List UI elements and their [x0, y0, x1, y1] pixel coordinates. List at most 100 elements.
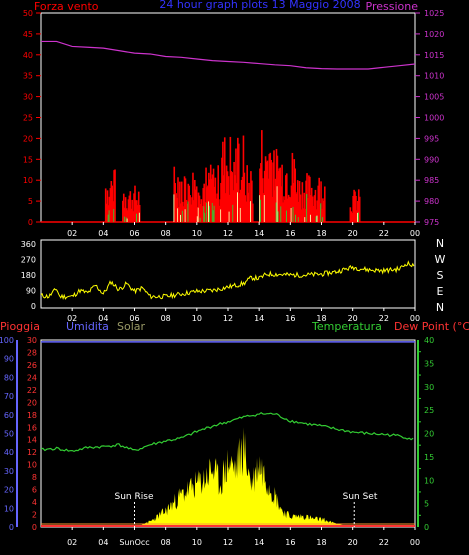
- wind-tick-label: 15: [23, 155, 33, 164]
- wind-bar: [241, 176, 244, 222]
- wind-bar: [271, 196, 273, 222]
- wind-average-bar: [177, 208, 179, 222]
- hour-tick-label: 06: [129, 229, 139, 238]
- hour-tick-label: 14: [254, 229, 264, 238]
- wind-bar: [289, 197, 292, 222]
- wind-bar: [242, 135, 245, 222]
- pressure-axis-title: Pressione: [366, 0, 419, 13]
- wind-bar: [209, 164, 212, 222]
- wind-bar: [108, 196, 111, 222]
- wind-average-bar: [136, 213, 138, 222]
- wind-bar: [223, 175, 225, 222]
- wind-bar: [204, 202, 206, 222]
- pressure-tick-label: 985: [424, 176, 439, 185]
- wind-average-bar: [260, 199, 262, 222]
- wind-bar: [231, 172, 234, 222]
- wind-bar: [136, 205, 139, 222]
- wind-bar: [135, 200, 137, 222]
- wind-bar: [301, 182, 304, 222]
- pressure-tick-label: 975: [424, 218, 439, 227]
- rain-tick-label: 8: [32, 473, 37, 482]
- wind-average-bar: [220, 209, 222, 222]
- hour-tick-label: 02: [67, 314, 77, 323]
- rain-tick-label: 30: [27, 336, 37, 345]
- wind-bar: [110, 181, 113, 222]
- wind-bar: [125, 208, 128, 222]
- wind-bar: [303, 192, 306, 222]
- wind-bar: [358, 196, 361, 222]
- wind-bar: [211, 174, 214, 222]
- humidity-tick-label: 70: [4, 392, 14, 401]
- wind-bar: [240, 179, 243, 222]
- wind-bar: [275, 148, 278, 222]
- temperature-tick-label: 15: [424, 453, 434, 462]
- rain-tick-label: 16: [27, 423, 37, 432]
- wind-direction-line: [40, 260, 415, 300]
- hour-tick-label: 00: [410, 314, 420, 323]
- wind-bar: [230, 171, 233, 222]
- wind-bar: [262, 193, 265, 222]
- wind-bar: [126, 210, 129, 222]
- wind-bar: [207, 185, 209, 222]
- wind-bar: [302, 208, 305, 222]
- wind-bar: [201, 206, 204, 222]
- wind-average-bar: [285, 210, 287, 222]
- wind-bar: [245, 201, 248, 222]
- wind-bar: [234, 175, 236, 222]
- direction-tick-label: 0: [31, 302, 36, 311]
- wind-average-bar: [206, 202, 208, 222]
- wind-bar: [107, 205, 110, 222]
- wind-bar: [349, 207, 352, 222]
- wind-bar: [180, 181, 183, 222]
- wind-bar: [137, 191, 140, 222]
- humidity-tick-label: 30: [4, 467, 14, 476]
- humidity-tick-label: 40: [4, 448, 14, 457]
- wind-average-bar: [297, 217, 299, 222]
- wind-bar: [249, 201, 251, 222]
- wind-bar: [285, 175, 287, 222]
- wind-bar: [237, 137, 239, 222]
- wind-bar: [352, 195, 354, 222]
- pressure-tick-label: 1020: [424, 30, 444, 39]
- wind-bar: [354, 191, 356, 222]
- wind-bar: [184, 178, 187, 222]
- wind-bar: [243, 172, 246, 222]
- dewpoint-label: Dew Point (°C): [394, 320, 469, 333]
- wind-bar: [307, 198, 309, 222]
- wind-bar: [277, 171, 280, 222]
- wind-bar: [225, 165, 228, 222]
- wind-bar: [246, 165, 248, 222]
- temperature-line: [40, 411, 414, 453]
- wind-bar: [130, 208, 133, 222]
- direction-tick-label: 180: [21, 271, 36, 280]
- pressure-tick-label: 1000: [424, 114, 444, 123]
- wind-bar: [270, 159, 272, 222]
- wind-bar: [190, 204, 192, 222]
- wind-bar: [177, 177, 179, 222]
- hour-tick-label: 02: [67, 538, 77, 547]
- wind-bar: [244, 195, 247, 222]
- wind-average-bar: [181, 210, 183, 222]
- wind-bar: [269, 152, 272, 222]
- wind-bar: [298, 180, 301, 222]
- wind-bar: [186, 203, 189, 222]
- hour-tick-label: 02: [67, 229, 77, 238]
- wind-average-bar: [108, 210, 110, 222]
- rain-tick-label: 14: [27, 436, 37, 445]
- wind-bar: [195, 186, 198, 222]
- pressure-tick-label: 1005: [424, 93, 444, 102]
- wind-average-bar: [290, 208, 292, 222]
- wind-bar: [250, 171, 252, 222]
- wind-average-bar: [306, 194, 308, 222]
- wind-bar: [308, 175, 310, 222]
- wind-bar: [238, 193, 241, 222]
- wind-bar: [134, 185, 136, 222]
- wind-tick-label: 0: [28, 218, 33, 227]
- wind-bar: [202, 188, 205, 222]
- wind-bar: [295, 193, 298, 222]
- wind-average-bar: [316, 215, 318, 222]
- wind-bar: [136, 200, 138, 222]
- wind-bar: [198, 195, 201, 222]
- wind-bar: [264, 156, 267, 222]
